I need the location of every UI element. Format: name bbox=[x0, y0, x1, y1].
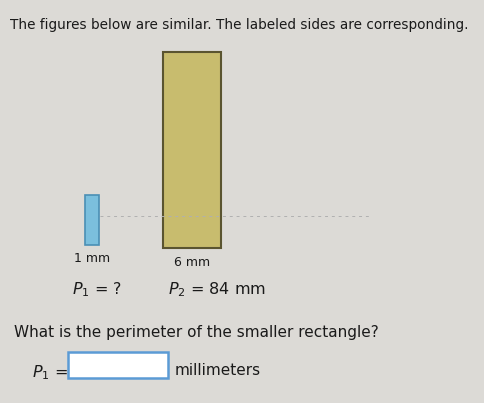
Text: 1 mm: 1 mm bbox=[74, 252, 110, 265]
Bar bbox=[85, 195, 99, 245]
Bar bbox=[68, 352, 167, 378]
Bar bbox=[163, 52, 221, 248]
Text: $P_2$ = 84 mm: $P_2$ = 84 mm bbox=[167, 280, 266, 299]
Text: $P_1$ =: $P_1$ = bbox=[32, 363, 68, 382]
Text: 6 mm: 6 mm bbox=[174, 256, 210, 269]
Text: What is the perimeter of the smaller rectangle?: What is the perimeter of the smaller rec… bbox=[14, 325, 378, 340]
Text: $P_1$ = ?: $P_1$ = ? bbox=[72, 280, 122, 299]
Text: The figures below are similar. The labeled sides are corresponding.: The figures below are similar. The label… bbox=[10, 18, 468, 32]
Text: millimeters: millimeters bbox=[175, 363, 260, 378]
